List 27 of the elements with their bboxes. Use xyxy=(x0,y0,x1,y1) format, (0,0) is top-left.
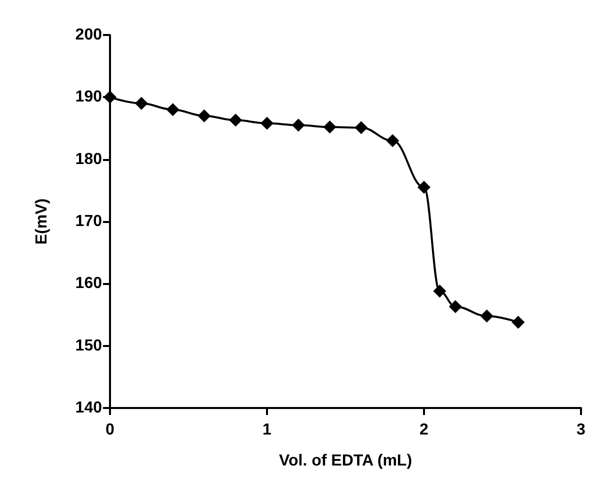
y-tick-label: 140 xyxy=(75,400,102,416)
x-tick-label: 2 xyxy=(420,422,429,438)
point xyxy=(323,120,336,134)
point xyxy=(260,116,274,130)
y-tick-label: 190 xyxy=(75,88,102,106)
x-tick-label: 0 xyxy=(106,422,115,438)
point xyxy=(448,300,462,314)
y-tick-label: 170 xyxy=(75,213,102,230)
x-tick-label: 1 xyxy=(262,422,272,438)
point xyxy=(418,180,430,194)
point xyxy=(166,103,180,116)
point xyxy=(480,309,494,322)
y-tick-label: 150 xyxy=(75,337,102,354)
y-tick-label: 200 xyxy=(75,26,102,44)
point xyxy=(198,109,211,122)
point xyxy=(229,114,242,127)
x-tick-label: 3 xyxy=(576,422,586,438)
point xyxy=(134,96,148,110)
point xyxy=(512,316,525,329)
y-axis-title: E(mV) xyxy=(34,198,50,245)
y-tick-label: 180 xyxy=(75,150,102,168)
point xyxy=(433,284,446,298)
point xyxy=(386,134,400,148)
point xyxy=(354,121,368,134)
x-axis-title: Vol. of EDTA (mL) xyxy=(278,452,412,470)
point xyxy=(292,118,305,132)
y-tick-label: 160 xyxy=(75,275,102,292)
